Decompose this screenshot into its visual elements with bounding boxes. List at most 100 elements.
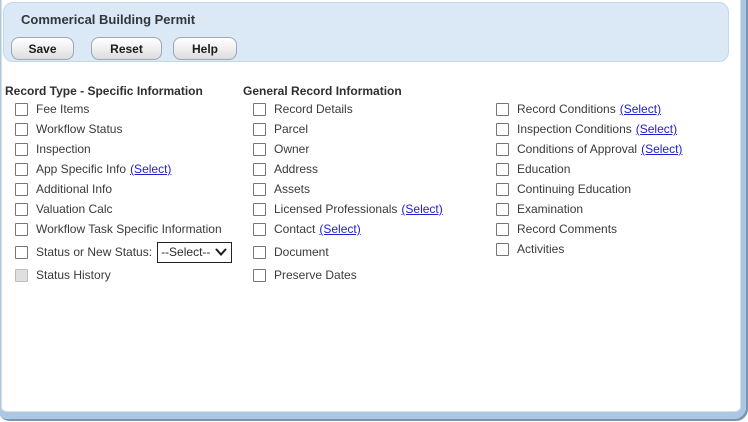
checkbox[interactable] (496, 102, 509, 116)
checkbox-row: Status or New Status: --Select-- (5, 239, 243, 265)
checkbox[interactable] (15, 182, 28, 196)
checkbox-row: Contact (Select) (243, 219, 486, 239)
checkbox-row: Record Conditions (Select) (486, 99, 736, 119)
checkbox-label: Examination (517, 202, 584, 216)
checkbox-label: Conditions of Approval (517, 142, 638, 156)
checkbox-label: Record Conditions (517, 102, 616, 116)
checkbox-row: Workflow Status (5, 119, 243, 139)
checkbox-label: Owner (274, 142, 310, 156)
checkbox[interactable] (15, 202, 28, 216)
checkbox[interactable] (496, 162, 509, 176)
checkbox-column-2: General Record Information Record Details… (243, 84, 486, 285)
checkbox-row: Inspection (5, 139, 243, 159)
checkbox-label: Preserve Dates (274, 268, 357, 282)
select-link[interactable]: (Select) (619, 102, 662, 116)
checkbox-label: Workflow Task Specific Information (36, 222, 222, 236)
checkbox[interactable] (496, 142, 509, 156)
checkbox[interactable] (253, 142, 266, 156)
checkbox-row: Licensed Professionals (Select) (243, 199, 486, 219)
checkbox-column-3: Record Conditions (Select) Inspection Cond… (486, 84, 736, 285)
checkbox-row: Preserve Dates (243, 265, 486, 285)
select-link[interactable]: (Select) (130, 162, 172, 176)
checkbox-row: Address (243, 159, 486, 179)
checkbox-label: Status or New Status: (36, 245, 153, 259)
checkbox[interactable] (496, 182, 509, 196)
select-link[interactable]: (Select) (635, 122, 678, 136)
checkbox-row: Fee Items (5, 99, 243, 119)
checkbox-row: App Specific Info (Select) (5, 159, 243, 179)
checkbox[interactable] (15, 142, 28, 156)
checkbox[interactable] (253, 182, 266, 196)
checkbox-label: Continuing Education (517, 182, 632, 196)
page-title: Commerical Building Permit (21, 12, 196, 27)
status-dropdown[interactable]: --Select-- (157, 241, 233, 263)
checkbox-row: Conditions of Approval (Select) (486, 139, 736, 159)
checkbox-row: Document (243, 239, 486, 265)
checkbox-row: Education (486, 159, 736, 179)
checkbox-label: Document (274, 245, 329, 259)
checkbox-row: Owner (243, 139, 486, 159)
checkbox[interactable] (253, 102, 266, 116)
checkbox-row: Continuing Education (486, 179, 736, 199)
checkbox[interactable] (496, 122, 509, 136)
checkbox-row: Inspection Conditions (Select) (486, 119, 736, 139)
checkbox[interactable] (253, 122, 266, 136)
checkbox-row: Record Details (243, 99, 486, 119)
checkbox[interactable] (15, 162, 28, 176)
checkbox-row: Examination (486, 199, 736, 219)
checkbox-row: Workflow Task Specific Information (5, 219, 243, 239)
checkbox[interactable] (496, 242, 509, 256)
checkbox-label: Workflow Status (36, 122, 123, 136)
checkbox[interactable] (253, 245, 266, 259)
checkbox-label: Fee Items (36, 102, 90, 116)
checkbox-label: Contact (274, 222, 316, 236)
checkbox-row: Status History (5, 265, 243, 285)
checkbox-columns: Record Type - Specific Information Fee It… (0, 84, 740, 285)
checkbox-row: Valuation Calc (5, 199, 243, 219)
save-button[interactable]: Save (11, 37, 74, 60)
checkbox[interactable] (253, 222, 266, 236)
checkbox-row: Activities (486, 239, 736, 259)
checkbox-label: Inspection (36, 142, 91, 156)
select-link[interactable]: (Select) (641, 142, 683, 156)
status-dropdown-value: --Select-- (161, 245, 211, 259)
select-link[interactable]: (Select) (401, 202, 443, 216)
checkbox-label: Record Details (274, 102, 353, 116)
checkbox-label: Licensed Professionals (274, 202, 398, 216)
header-panel: Commerical Building Permit Save Reset He… (3, 2, 729, 62)
column-header (486, 84, 736, 99)
checkbox-disabled (15, 268, 28, 282)
checkbox[interactable] (253, 202, 266, 216)
select-link[interactable]: (Select) (319, 222, 361, 236)
checkbox-label: Status History (36, 268, 111, 282)
checkbox[interactable] (15, 222, 28, 236)
checkbox-label: Assets (274, 182, 311, 196)
checkbox[interactable] (15, 102, 28, 116)
column-header: Record Type - Specific Information (5, 84, 203, 98)
checkbox-label: Record Comments (517, 222, 618, 236)
checkbox[interactable] (253, 162, 266, 176)
checkbox-row: Additional Info (5, 179, 243, 199)
checkbox-label: App Specific Info (36, 162, 127, 176)
checkbox-label: Education (517, 162, 571, 176)
checkbox-row: Parcel (243, 119, 486, 139)
checkbox[interactable] (253, 268, 266, 282)
checkbox-column-1: Record Type - Specific Information Fee It… (5, 84, 243, 285)
checkbox[interactable] (496, 202, 509, 216)
checkbox-label: Valuation Calc (36, 202, 113, 216)
checkbox[interactable] (15, 122, 28, 136)
checkbox-row: Assets (243, 179, 486, 199)
checkbox-label: Address (274, 162, 319, 176)
checkbox-label: Inspection Conditions (517, 122, 632, 136)
column-header: General Record Information (243, 84, 402, 98)
checkbox[interactable] (496, 222, 509, 236)
reset-button[interactable]: Reset (91, 37, 162, 60)
checkbox[interactable] (15, 245, 28, 259)
checkbox-label: Additional Info (36, 182, 113, 196)
help-button[interactable]: Help (173, 37, 237, 60)
toolbar: Save Reset Help (11, 37, 237, 60)
checkbox-row: Record Comments (486, 219, 736, 239)
checkbox-label: Activities (517, 242, 565, 256)
checkbox-label: Parcel (274, 122, 309, 136)
